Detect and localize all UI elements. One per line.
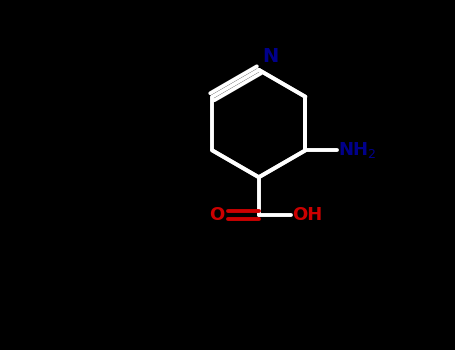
Text: N: N <box>263 47 278 66</box>
Text: NH$_2$: NH$_2$ <box>338 140 376 160</box>
Text: OH: OH <box>293 206 323 224</box>
Text: O: O <box>209 206 224 224</box>
